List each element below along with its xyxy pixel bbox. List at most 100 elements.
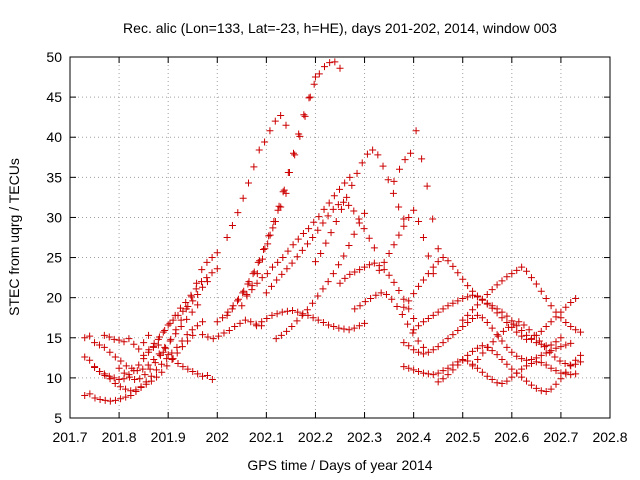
- data-point: [542, 388, 550, 396]
- data-point: [228, 305, 236, 313]
- data-point: [541, 343, 549, 351]
- data-point: [407, 149, 415, 157]
- data-point: [320, 63, 328, 71]
- data-point: [542, 294, 550, 302]
- data-point: [552, 338, 560, 346]
- data-point: [429, 346, 437, 354]
- data-point: [473, 364, 481, 372]
- data-point: [194, 301, 202, 309]
- data-point: [329, 205, 337, 213]
- data-point: [577, 328, 585, 336]
- data-point: [298, 311, 306, 319]
- data-point: [551, 353, 559, 361]
- data-point: [395, 231, 403, 239]
- data-point: [404, 320, 412, 328]
- data-point: [309, 314, 317, 322]
- data-point: [204, 333, 212, 341]
- data-point: [557, 314, 565, 322]
- data-point: [363, 150, 371, 158]
- data-point: [293, 253, 301, 261]
- data-point: [479, 349, 487, 357]
- data-point: [542, 323, 550, 331]
- data-point: [350, 207, 358, 215]
- data-point: [515, 318, 523, 326]
- data-point: [503, 343, 511, 351]
- data-point: [353, 169, 361, 177]
- data-point: [139, 365, 147, 373]
- data-point: [164, 351, 172, 359]
- data-point: [86, 356, 94, 364]
- data-point: [346, 270, 354, 278]
- data-point: [319, 285, 327, 293]
- data-point: [331, 58, 339, 66]
- data-point: [153, 373, 161, 381]
- data-point: [434, 245, 442, 253]
- data-point: [128, 364, 136, 372]
- x-tick-label: 201.7: [52, 429, 87, 445]
- data-point: [401, 156, 409, 164]
- data-point: [155, 333, 163, 341]
- data-point: [91, 339, 99, 347]
- data-point: [95, 341, 103, 349]
- data-point: [233, 297, 241, 305]
- data-point: [395, 286, 403, 294]
- data-point: [345, 326, 353, 334]
- x-axis-label: GPS time / Days of year 2014: [247, 457, 432, 473]
- x-tick-label: 202.7: [543, 429, 578, 445]
- data-point: [248, 286, 256, 294]
- data-point: [552, 308, 560, 316]
- data-point: [300, 111, 308, 119]
- data-point: [194, 370, 202, 378]
- data-point: [518, 263, 526, 271]
- data-point: [473, 344, 481, 352]
- data-point: [163, 362, 171, 370]
- data-point: [365, 261, 373, 269]
- data-point: [264, 240, 272, 248]
- data-point: [415, 348, 423, 356]
- data-point: [510, 320, 518, 328]
- data-point: [552, 380, 560, 388]
- data-point: [250, 268, 258, 276]
- data-point: [389, 189, 397, 197]
- data-point: [493, 351, 501, 359]
- data-point: [110, 374, 118, 382]
- data-point: [155, 350, 163, 358]
- data-point: [101, 371, 109, 379]
- data-point: [208, 375, 216, 383]
- data-point: [546, 348, 554, 356]
- data-point: [348, 181, 356, 189]
- data-point: [459, 294, 467, 302]
- data-point: [223, 234, 231, 241]
- data-point: [188, 308, 196, 316]
- data-point: [250, 163, 258, 171]
- data-point: [81, 392, 89, 400]
- data-point: [110, 335, 118, 343]
- data-point: [311, 73, 319, 81]
- data-point: [493, 305, 501, 313]
- data-point: [319, 219, 327, 227]
- data-point: [326, 59, 334, 67]
- data-point: [106, 397, 114, 405]
- data-point: [236, 319, 244, 327]
- data-point: [488, 375, 496, 383]
- data-point: [315, 70, 323, 78]
- data-point: [299, 229, 307, 237]
- data-point: [520, 321, 528, 329]
- data-point: [254, 258, 262, 266]
- data-point: [244, 280, 252, 288]
- data-point: [361, 319, 369, 327]
- data-point: [177, 323, 185, 331]
- data-point: [355, 322, 363, 330]
- data-point: [135, 361, 143, 369]
- data-point: [400, 222, 408, 230]
- data-point: [351, 305, 359, 313]
- data-point: [410, 315, 418, 323]
- data-point: [542, 361, 550, 369]
- data-point: [335, 324, 343, 332]
- data-point: [176, 304, 184, 312]
- data-point: [213, 318, 221, 326]
- data-point: [169, 316, 177, 324]
- data-point: [419, 276, 427, 284]
- data-point: [418, 155, 426, 163]
- data-point: [488, 347, 496, 355]
